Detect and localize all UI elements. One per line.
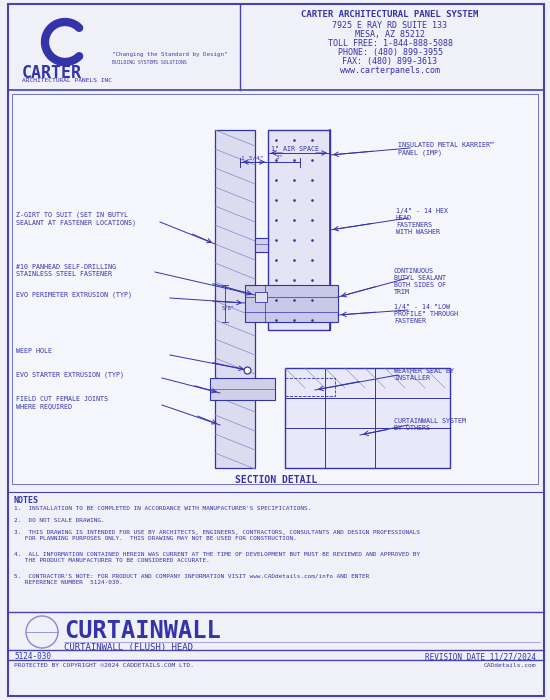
Text: #10 PANHEAD SELF-DRILLING
STAINLESS STEEL FASTENER: #10 PANHEAD SELF-DRILLING STAINLESS STEE… (16, 264, 116, 277)
Text: SECTION DETAIL: SECTION DETAIL (235, 475, 317, 485)
Text: ARCHITECTURAL PANELS INC: ARCHITECTURAL PANELS INC (22, 78, 112, 83)
Text: FAX: (480) 899-3613: FAX: (480) 899-3613 (343, 57, 437, 66)
Text: INSULATED METAL KARRIER™
PANEL (IMP): INSULATED METAL KARRIER™ PANEL (IMP) (398, 142, 494, 155)
Text: Z-GIRT TO SUIT (SET IN BUTYL
SEALANT AT FASTENER LOCATIONS): Z-GIRT TO SUIT (SET IN BUTYL SEALANT AT … (16, 212, 136, 226)
Text: EVO PERIMETER EXTRUSION (TYP): EVO PERIMETER EXTRUSION (TYP) (16, 292, 132, 298)
Text: CARTER: CARTER (22, 64, 82, 82)
Text: 1 3/4": 1 3/4" (241, 155, 263, 160)
Bar (285, 368, 450, 468)
Text: 2.  DO NOT SCALE DRAWING.: 2. DO NOT SCALE DRAWING. (14, 518, 104, 523)
Text: 4.  ALL INFORMATION CONTAINED HEREIN WAS CURRENT AT THE TIME OF DEVELOPMENT BUT : 4. ALL INFORMATION CONTAINED HEREIN WAS … (14, 552, 420, 563)
Text: CARTER ARCHITECTURAL PANEL SYSTEM: CARTER ARCHITECTURAL PANEL SYSTEM (301, 10, 478, 19)
Text: 1" AIR SPACE: 1" AIR SPACE (271, 146, 319, 152)
Text: PROTECTED BY COPYRIGHT ©2024 CADDETAILS.COM LTD.: PROTECTED BY COPYRIGHT ©2024 CADDETAILS.… (14, 663, 194, 668)
Bar (268, 130, 330, 330)
Text: CURTAINWALL (FLUSH) HEAD: CURTAINWALL (FLUSH) HEAD (64, 643, 193, 652)
Text: 5124-030: 5124-030 (14, 652, 51, 661)
Text: EVO STARTER EXTRUSION (TYP): EVO STARTER EXTRUSION (TYP) (16, 372, 124, 379)
Bar (255, 292, 267, 302)
Text: TOLL FREE: 1-844-888-5088: TOLL FREE: 1-844-888-5088 (327, 39, 453, 48)
Text: MESA, AZ 85212: MESA, AZ 85212 (355, 30, 425, 39)
Bar (210, 378, 275, 400)
Text: CONTINUOUS
BUTYL SEALANT
BOTH SIDES OF
TRIM: CONTINUOUS BUTYL SEALANT BOTH SIDES OF T… (394, 268, 446, 295)
Text: CURTAINWALL: CURTAINWALL (64, 619, 221, 643)
Text: CURTAINWALL SYSTEM
BY OTHERS: CURTAINWALL SYSTEM BY OTHERS (394, 418, 466, 431)
Text: FIELD CUT FEMALE JOINTS
WHERE REQUIRED: FIELD CUT FEMALE JOINTS WHERE REQUIRED (16, 396, 108, 409)
Text: 5.  CONTRACTOR'S NOTE: FOR PRODUCT AND COMPANY INFORMATION VISIT www.CADdetails.: 5. CONTRACTOR'S NOTE: FOR PRODUCT AND CO… (14, 574, 369, 584)
Text: "Changing the Standard by Design": "Changing the Standard by Design" (112, 52, 228, 57)
Bar (12, 94, 538, 484)
Text: NOTES: NOTES (14, 496, 39, 505)
Text: www.carterpanels.com: www.carterpanels.com (340, 66, 440, 75)
Text: 3.  THIS DRAWING IS INTENDED FOR USE BY ARCHITECTS, ENGINEERS, CONTRACTORS, CONS: 3. THIS DRAWING IS INTENDED FOR USE BY A… (14, 530, 420, 541)
Text: REVISION DATE 11/27/2024: REVISION DATE 11/27/2024 (425, 652, 536, 661)
Text: 3": 3" (276, 155, 283, 160)
Text: 5/8": 5/8" (222, 305, 234, 310)
Text: CADdetails.com: CADdetails.com (483, 663, 536, 668)
Bar (255, 238, 268, 252)
Text: 1/4" - 14 HEX
HEAD
FASTENERS
WITH WASHER: 1/4" - 14 HEX HEAD FASTENERS WITH WASHER (396, 208, 448, 235)
Bar (245, 285, 338, 322)
Text: 1/4" - 14 "LOW
PROFILE" THROUGH
FASTENER: 1/4" - 14 "LOW PROFILE" THROUGH FASTENER (394, 304, 458, 324)
Text: WEATHER SEAL BY
INSTALLER: WEATHER SEAL BY INSTALLER (394, 368, 454, 381)
Bar (215, 130, 255, 468)
Text: 1.  INSTALLATION TO BE COMPLETED IN ACCORDANCE WITH MANUFACTURER'S SPECIFICATION: 1. INSTALLATION TO BE COMPLETED IN ACCOR… (14, 506, 311, 511)
Text: WEEP HOLE: WEEP HOLE (16, 348, 52, 354)
Text: 7925 E RAY RD SUITE 133: 7925 E RAY RD SUITE 133 (333, 21, 448, 30)
Text: PHONE: (480) 899-3955: PHONE: (480) 899-3955 (338, 48, 443, 57)
Text: BUILDING SYSTEMS SOLUTIONS: BUILDING SYSTEMS SOLUTIONS (112, 60, 187, 65)
Bar (285, 378, 335, 396)
